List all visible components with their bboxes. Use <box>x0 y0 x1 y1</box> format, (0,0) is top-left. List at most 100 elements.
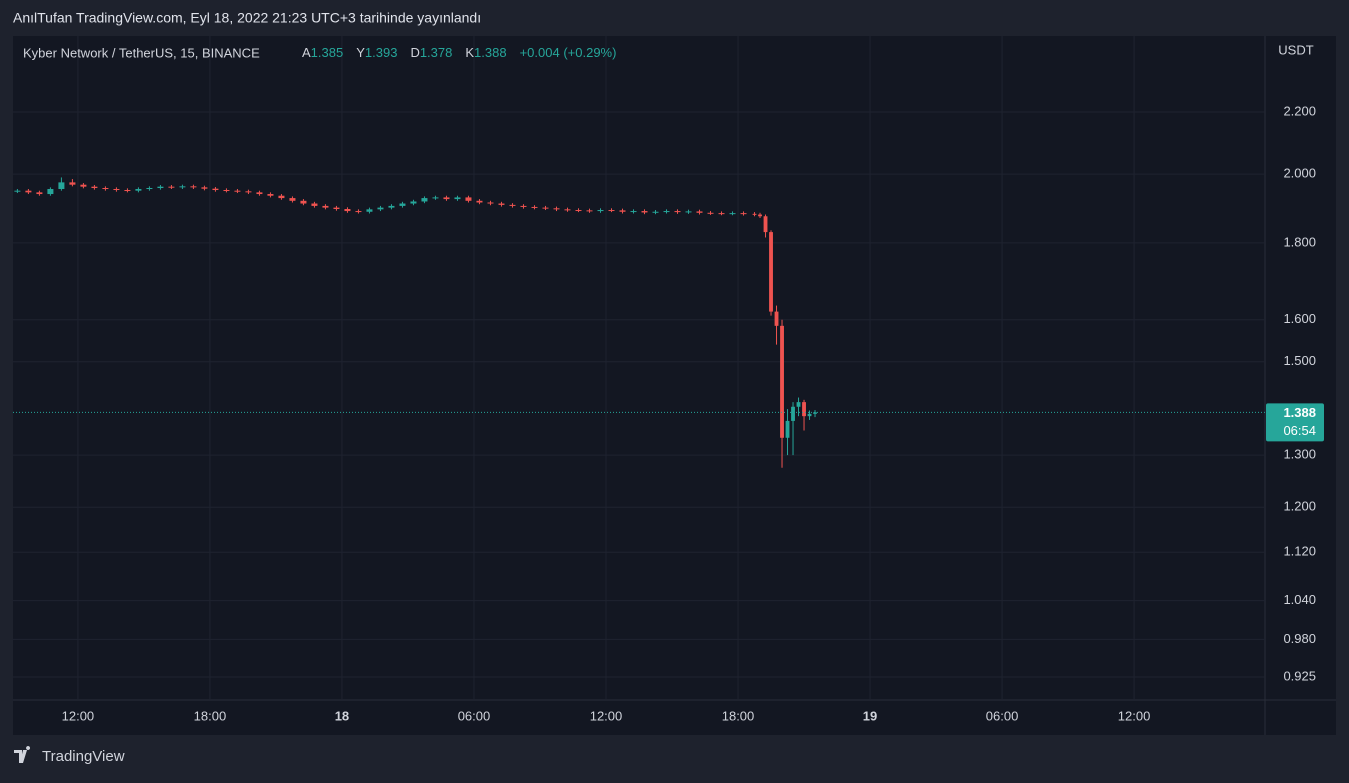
candle-body <box>520 205 527 207</box>
candle-body <box>113 189 120 191</box>
candle-body <box>802 402 806 417</box>
candle-body <box>58 182 65 190</box>
candle-body <box>80 184 87 187</box>
candle-body <box>707 212 714 214</box>
candle-body <box>509 204 516 206</box>
candle-body <box>553 208 560 210</box>
y-tick-label: 1.500 <box>1283 353 1316 368</box>
x-tick-label: 19 <box>863 708 877 723</box>
brand-logo: TradingView <box>14 746 125 765</box>
legend-value: 1.393 <box>365 45 411 60</box>
candle-body <box>399 203 406 206</box>
candle-body <box>487 202 494 204</box>
x-tick-label: 06:00 <box>458 708 491 723</box>
y-tick-label: 1.040 <box>1283 592 1316 607</box>
candle-body <box>146 188 153 190</box>
candle-body <box>619 210 626 212</box>
candle-body <box>597 210 604 212</box>
candle-body <box>421 198 428 202</box>
legend-key: Y <box>356 45 365 60</box>
candle-body <box>47 189 54 195</box>
candle-body <box>124 190 131 192</box>
candle-body <box>807 413 812 417</box>
x-tick-label: 18 <box>335 708 349 723</box>
candle-body <box>791 406 795 421</box>
candle-body <box>14 190 21 192</box>
candle-body <box>278 195 285 199</box>
publish-note: AnılTufan TradingView.com, Eyl 18, 2022 … <box>13 10 481 26</box>
candle-body <box>377 207 384 210</box>
candle-body <box>542 207 549 209</box>
x-tick-label: 12:00 <box>62 708 95 723</box>
y-tick-label: 0.925 <box>1283 668 1316 683</box>
logo-icon <box>14 746 31 763</box>
y-tick-label: 1.800 <box>1283 234 1316 249</box>
candle-body <box>586 210 593 212</box>
candle-body <box>564 209 571 211</box>
candle-body <box>729 213 736 215</box>
candle-body <box>575 210 582 212</box>
legend-change: +0.004 (+0.29%) <box>520 45 617 60</box>
candle-body <box>443 197 450 200</box>
candle-body <box>168 186 175 188</box>
x-tick-label: 18:00 <box>722 708 755 723</box>
candle-body <box>641 211 648 213</box>
candle-body <box>366 209 373 212</box>
candle-body <box>91 186 98 189</box>
candle-body <box>190 186 197 188</box>
legend-key: A <box>302 45 311 60</box>
candle-body <box>498 203 505 205</box>
y-tick-label: 1.200 <box>1283 499 1316 514</box>
candle-body <box>135 189 142 191</box>
legend-value: 1.388 <box>474 45 520 60</box>
y-tick-label: 1.120 <box>1283 544 1316 559</box>
candle-body <box>234 190 241 192</box>
candle-body <box>355 211 362 213</box>
y-tick-label: 2.000 <box>1283 166 1316 181</box>
x-tick-label: 06:00 <box>986 708 1019 723</box>
y-tick-label: 1.300 <box>1283 447 1316 462</box>
candle-body <box>758 214 762 217</box>
candle-body <box>69 182 76 185</box>
last-price-label: 1.388 <box>1283 405 1316 420</box>
candle-body <box>300 200 307 204</box>
candle-body <box>696 211 703 213</box>
symbol: Kyber Network / TetherUS, 15, BINANCE <box>23 45 260 60</box>
legend-value: 1.385 <box>311 45 357 60</box>
candle-body <box>685 211 692 213</box>
candle-body <box>785 420 790 438</box>
candle-body <box>201 187 208 189</box>
candle-body <box>223 190 230 192</box>
candle-body <box>311 203 318 206</box>
x-tick-label: 12:00 <box>590 708 623 723</box>
candle-body <box>245 191 252 193</box>
candle-body <box>796 402 801 407</box>
candle-body <box>212 188 219 191</box>
candle-body <box>531 206 538 208</box>
legend-value: 1.378 <box>420 45 466 60</box>
x-tick-label: 18:00 <box>194 708 227 723</box>
candle-body <box>769 232 773 312</box>
y-tick-label: 1.600 <box>1283 311 1316 326</box>
candle-body <box>763 216 768 233</box>
candle-body <box>267 194 274 196</box>
candle-body <box>674 211 681 213</box>
candle-body <box>752 213 757 215</box>
y-axis-label: USDT <box>1278 42 1313 57</box>
brand: TradingView <box>42 748 125 765</box>
y-tick-label: 2.200 <box>1283 103 1316 118</box>
candle-body <box>465 197 472 201</box>
candle-body <box>432 197 439 199</box>
candle-body <box>25 190 32 193</box>
candle-body <box>289 198 296 201</box>
candle-body <box>388 205 395 208</box>
ohlc-legend: A1.385 Y1.393 D1.378 K1.388 +0.004 (+0.2… <box>302 45 616 60</box>
candle-body <box>102 188 109 190</box>
candle-body <box>718 213 725 215</box>
countdown: 06:54 <box>1283 423 1316 438</box>
y-tick-label: 0.980 <box>1283 631 1316 646</box>
candle-body <box>813 412 817 414</box>
candle-body <box>410 201 417 204</box>
candle-body <box>740 213 747 215</box>
